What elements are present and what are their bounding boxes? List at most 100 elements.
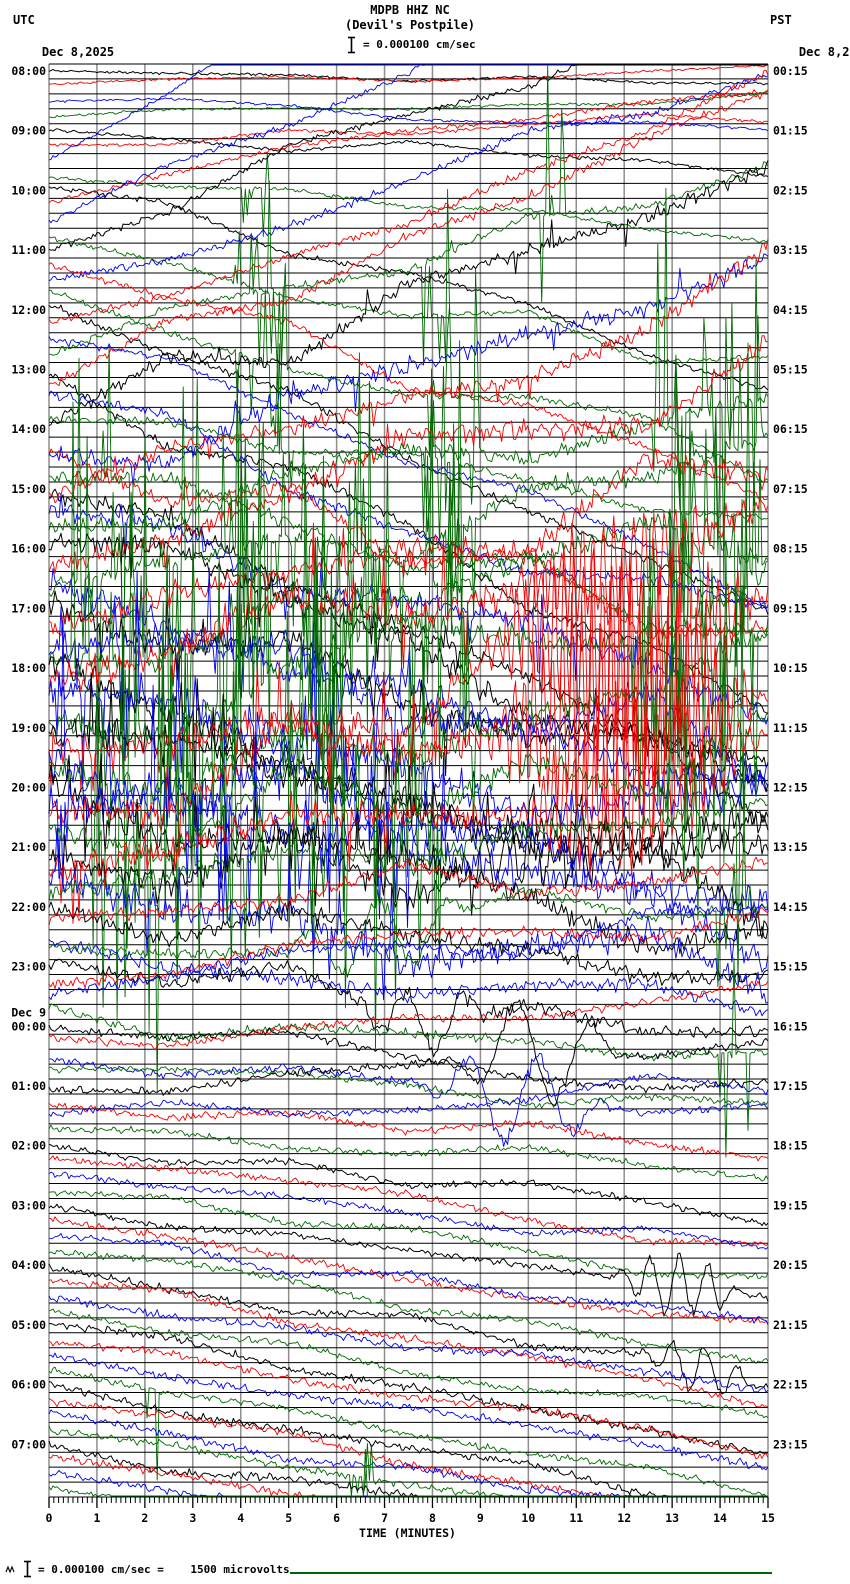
pst-hour-label: 15:15 xyxy=(773,960,808,974)
seismic-trace xyxy=(48,262,769,500)
utc-hour-label: 09:00 xyxy=(11,124,46,138)
seismic-trace xyxy=(48,340,769,799)
seismic-trace xyxy=(48,90,769,387)
seismic-trace xyxy=(48,814,769,988)
utc-hour-label: 02:00 xyxy=(11,1139,46,1153)
x-tick-label: 11 xyxy=(569,1511,583,1525)
footer-note: = 0.000100 cm/sec = 1500 microvolts xyxy=(38,1562,290,1576)
x-tick-label: 1 xyxy=(93,1511,100,1525)
seismic-trace xyxy=(48,304,769,615)
seismic-trace xyxy=(48,498,769,694)
pst-hour-label: 17:15 xyxy=(773,1079,808,1093)
seismic-trace xyxy=(48,1308,769,1419)
seismic-trace xyxy=(48,550,769,857)
utc-hour-label: 23:00 xyxy=(11,960,46,974)
seismic-trace xyxy=(48,542,769,1051)
pst-hour-label: 07:15 xyxy=(773,482,808,496)
seismic-trace xyxy=(48,128,769,178)
seismic-trace xyxy=(48,620,769,928)
seismic-trace xyxy=(48,957,769,1158)
utc-hour-label: 19:00 xyxy=(11,721,46,735)
seismic-trace xyxy=(48,1249,769,1364)
seismic-trace xyxy=(48,186,769,391)
seismic-trace xyxy=(48,152,769,243)
utc-hour-label: 12:00 xyxy=(11,303,46,317)
seismic-trace xyxy=(48,1073,769,1118)
seismic-trace xyxy=(48,1216,769,1324)
seismic-trace xyxy=(48,253,769,488)
seismic-trace xyxy=(48,980,769,1051)
seismic-trace xyxy=(48,448,769,637)
seismic-trace xyxy=(48,907,769,990)
seismic-trace xyxy=(48,856,769,926)
pst-hour-label: 16:15 xyxy=(773,1019,808,1033)
pst-date: Dec 8,2025 xyxy=(798,45,850,59)
pst-hour-label: 21:15 xyxy=(773,1318,808,1332)
utc-date: Dec 8,2025 xyxy=(41,45,115,59)
pst-label: PST xyxy=(770,13,792,27)
pst-hour-label: 22:15 xyxy=(773,1378,808,1392)
x-tick-label: 8 xyxy=(429,1511,436,1525)
utc-hour-label: 16:00 xyxy=(11,542,46,556)
utc-hour-label: 10:00 xyxy=(11,183,46,197)
utc-hour-label: 00:00 xyxy=(11,1019,46,1033)
scale-bar-icon xyxy=(348,36,355,54)
seismic-trace xyxy=(48,524,769,1031)
seismic-trace xyxy=(48,827,769,1004)
pst-hour-label: 03:15 xyxy=(773,243,808,257)
pst-hour-label: 20:15 xyxy=(773,1258,808,1272)
utc-hour-label: 17:00 xyxy=(11,601,46,615)
utc-hour-label: 11:00 xyxy=(11,243,46,257)
seismic-trace xyxy=(48,187,769,731)
scale-note: = 0.000100 cm/sec xyxy=(363,38,476,51)
seismic-trace xyxy=(48,160,769,426)
pst-hour-label: 06:15 xyxy=(773,422,808,436)
x-tick-label: 10 xyxy=(521,1511,535,1525)
x-tick-label: 6 xyxy=(333,1511,340,1525)
x-tick-label: 4 xyxy=(237,1511,244,1525)
pst-hour-label: 13:15 xyxy=(773,840,808,854)
pst-header: PST Dec 8,2025 xyxy=(770,12,850,60)
pst-hour-label: 08:15 xyxy=(773,542,808,556)
x-tick-label: 0 xyxy=(46,1511,53,1525)
utc-hour-label: 07:00 xyxy=(11,1437,46,1451)
seismic-trace xyxy=(48,239,769,504)
utc-hour-label: 04:00 xyxy=(11,1258,46,1272)
scale-bar-icon xyxy=(24,1560,31,1578)
pst-hour-label: 19:15 xyxy=(773,1198,808,1212)
seismic-trace xyxy=(48,68,769,86)
x-tick-label: 9 xyxy=(477,1511,484,1525)
seismic-trace xyxy=(48,64,769,86)
pst-hour-label: 14:15 xyxy=(773,900,808,914)
utc-date-label: Dec 9 xyxy=(11,1005,46,1019)
seismic-trace xyxy=(48,112,769,147)
seismic-trace xyxy=(48,1171,769,1250)
pst-hour-label: 10:15 xyxy=(773,661,808,675)
seismic-trace xyxy=(48,91,769,119)
pst-hour-label: 00:15 xyxy=(773,64,808,78)
pst-hour-label: 18:15 xyxy=(773,1139,808,1153)
seismic-trace xyxy=(48,1124,769,1182)
x-tick-label: 2 xyxy=(141,1511,148,1525)
x-tick-label: 14 xyxy=(713,1511,727,1525)
pst-hour-label: 01:15 xyxy=(773,124,808,138)
amplitude-scale: = 0.000100 cm/sec xyxy=(347,36,476,54)
pst-hour-label: 12:15 xyxy=(773,780,808,794)
seismic-trace xyxy=(48,69,769,324)
seismic-trace xyxy=(48,64,769,370)
utc-hour-label: 01:00 xyxy=(11,1079,46,1093)
utc-label: UTC xyxy=(13,13,35,27)
utc-hour-label: 03:00 xyxy=(11,1198,46,1212)
seismic-trace xyxy=(48,97,769,132)
station-title: MDPB HHZ NC xyxy=(370,3,450,17)
x-tick-label: 15 xyxy=(761,1511,775,1525)
x-tick-label: 5 xyxy=(285,1511,292,1525)
seismic-trace xyxy=(48,904,769,1001)
utc-hour-label: 14:00 xyxy=(11,422,46,436)
seismic-trace xyxy=(48,1449,768,1497)
seismic-trace xyxy=(48,1278,769,1408)
utc-hour-label: 05:00 xyxy=(11,1318,46,1332)
station-location: (Devil's Postpile) xyxy=(344,18,476,32)
